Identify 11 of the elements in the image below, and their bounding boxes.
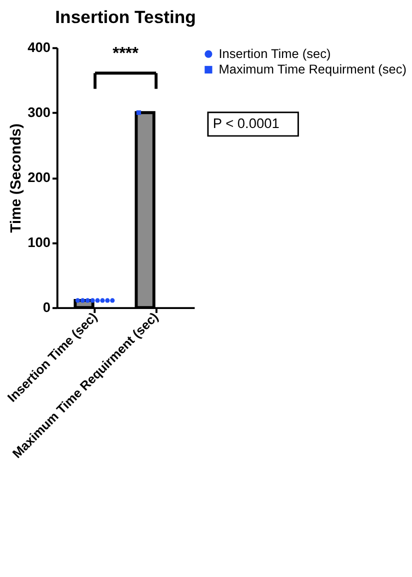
y-tick-label: 100 [28, 235, 51, 250]
y-tick-label: 200 [28, 170, 51, 186]
legend-label: Maximum Time Requirment (sec) [218, 62, 406, 77]
y-tick-label: 0 [42, 300, 51, 316]
y-axis-title: Time (Seconds) [8, 123, 25, 233]
text: P < 0.0001 [212, 116, 280, 132]
y-tick-label: 300 [28, 105, 51, 120]
legend-label: Insertion Time (sec) [218, 46, 331, 61]
chart-title: Insertion Testing [55, 7, 196, 28]
annotation: **** [112, 43, 140, 62]
y-tick-label: 400 [28, 40, 51, 56]
